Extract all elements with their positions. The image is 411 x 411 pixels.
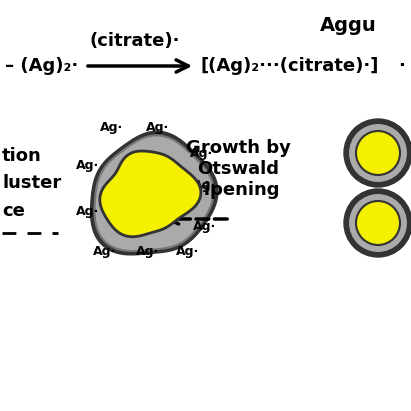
Circle shape [356, 201, 400, 245]
Text: Ag·: Ag· [193, 180, 217, 192]
Polygon shape [100, 151, 201, 237]
Text: tion: tion [2, 147, 42, 165]
Text: luster: luster [2, 174, 61, 192]
Circle shape [356, 131, 400, 175]
Text: – (Ag)₂·: – (Ag)₂· [5, 57, 78, 75]
Circle shape [348, 123, 408, 183]
Text: Ag·: Ag· [76, 205, 99, 217]
Text: Ag·: Ag· [146, 120, 170, 134]
Text: Ag·: Ag· [100, 120, 124, 134]
Text: Ag·: Ag· [176, 245, 200, 258]
Text: ·: · [398, 57, 405, 75]
Text: ce: ce [2, 202, 25, 220]
Text: Ag·: Ag· [76, 159, 99, 173]
Text: Ag·: Ag· [190, 146, 214, 159]
Text: (citrate)·: (citrate)· [90, 32, 180, 50]
Text: Aggu: Aggu [320, 16, 377, 35]
Text: Ag·: Ag· [93, 245, 117, 258]
Circle shape [344, 189, 411, 257]
Polygon shape [95, 136, 214, 251]
Circle shape [348, 193, 408, 253]
Text: [(Ag)₂···(citrate)·]: [(Ag)₂···(citrate)·] [200, 57, 379, 75]
Text: Ag·: Ag· [193, 219, 217, 233]
Text: Ag·: Ag· [136, 245, 159, 258]
Polygon shape [90, 131, 218, 255]
Text: Growth by
Otswald
ripening: Growth by Otswald ripening [185, 139, 291, 199]
Circle shape [344, 119, 411, 187]
